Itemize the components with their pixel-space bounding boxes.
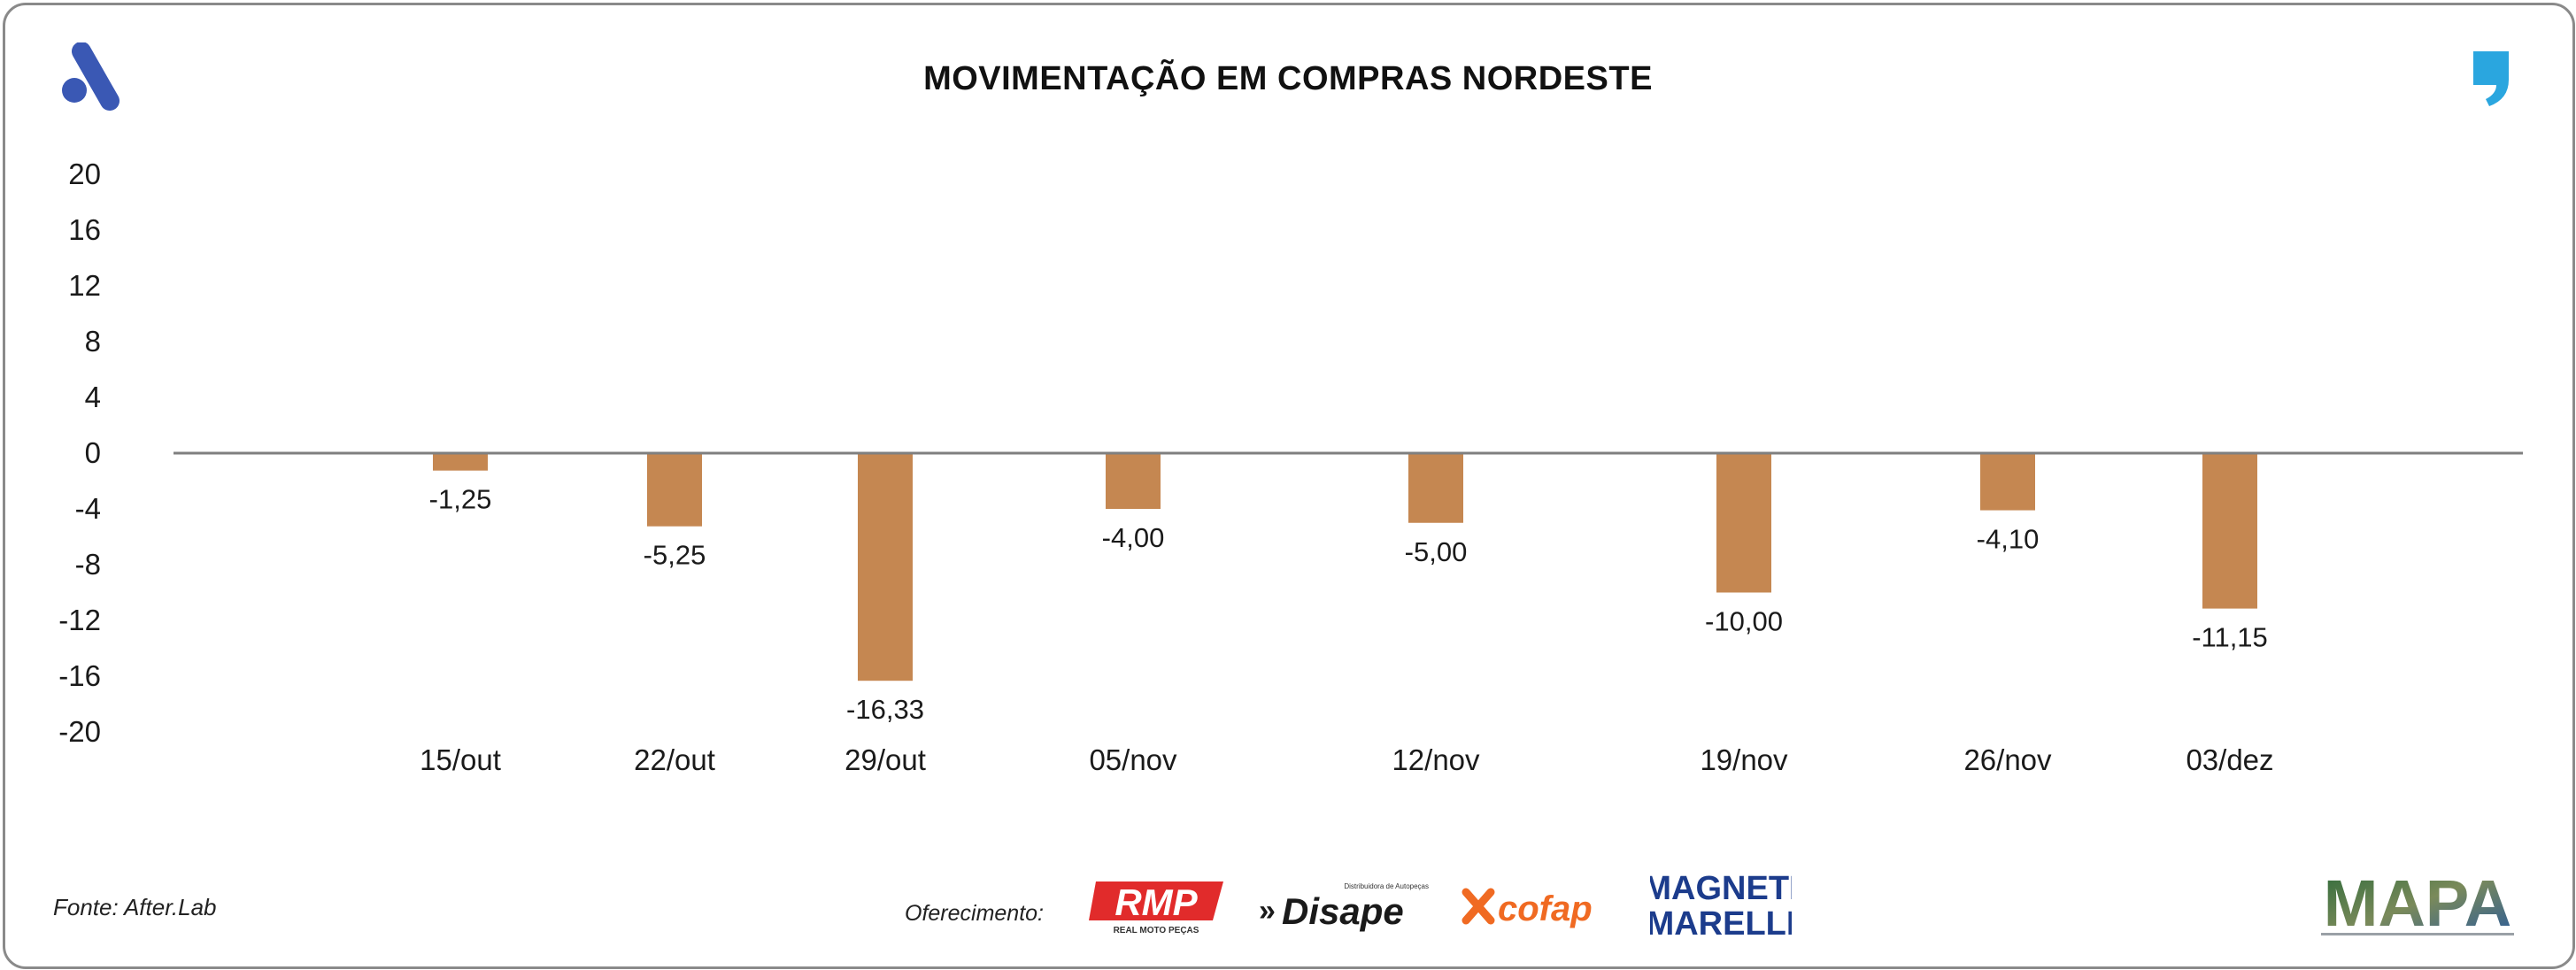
data-label: -4,00 <box>1102 522 1165 553</box>
bar <box>433 453 488 471</box>
sponsor-label: Oferecimento: <box>905 901 1045 926</box>
y-tick-label: 8 <box>85 325 101 358</box>
bar <box>2202 453 2257 609</box>
magneti-marelli-logo: MAGNETI MARELLI <box>1643 864 1798 948</box>
data-label: -16,33 <box>846 694 924 725</box>
bar <box>647 453 702 527</box>
mapa-logo: MAPA <box>2316 866 2519 944</box>
y-tick-label: -12 <box>58 604 101 636</box>
x-tick-label: 03/dez <box>2186 743 2273 776</box>
data-label: -5,00 <box>1405 536 1468 567</box>
data-label: -10,00 <box>1705 606 1783 637</box>
x-tick-label: 05/nov <box>1089 743 1177 776</box>
x-tick-label: 12/nov <box>1392 743 1480 776</box>
disape-logo: Distribuidora de Autopeças » Disape <box>1255 880 1432 941</box>
bar <box>1106 453 1161 509</box>
x-tick-label: 22/out <box>634 743 715 776</box>
y-tick-label: -4 <box>75 492 101 525</box>
bar-chart: 20 16 12 8 4 0 -4 -8 -12 -16 -20 -1,25 -5,25 -16,33 -4… <box>58 158 2523 776</box>
bar <box>1408 453 1463 523</box>
y-tick-label: -16 <box>58 659 101 692</box>
brand-logo-a <box>57 42 127 118</box>
y-tick-label: 12 <box>68 269 101 302</box>
bar <box>858 453 913 681</box>
bar <box>1980 453 2035 511</box>
rmp-logo-subtitle: REAL MOTO PEÇAS <box>1114 926 1199 935</box>
y-tick-label: 20 <box>68 158 101 190</box>
x-tick-label: 29/out <box>845 743 926 776</box>
cofap-logo: cofap <box>1459 883 1636 937</box>
source-note: Fonte: After.Lab <box>53 894 217 920</box>
chart-title: MOVIMENTAÇÃO EM COMPRAS NORDESTE <box>923 60 1653 97</box>
disape-logo-text: Disape <box>1282 890 1404 932</box>
x-tick-label: 15/out <box>420 743 501 776</box>
y-tick-label: 4 <box>85 381 101 413</box>
data-label: -1,25 <box>429 484 492 515</box>
rmp-logo-text: RMP <box>1114 881 1198 923</box>
data-label: -4,10 <box>1977 524 2040 555</box>
mm-logo-line1: MAGNETI <box>1650 870 1792 907</box>
svg-text:»: » <box>1259 894 1276 928</box>
y-tick-label: -20 <box>58 715 101 748</box>
chart-frame <box>3 3 2575 969</box>
disape-logo-subtitle: Distribuidora de Autopeças <box>1344 882 1429 890</box>
cofap-logo-text: cofap <box>1498 889 1593 928</box>
y-tick-label: -8 <box>75 548 101 581</box>
bar <box>1716 453 1771 593</box>
mm-logo-line2: MARELLI <box>1650 905 1792 943</box>
x-tick-label: 19/nov <box>1700 743 1788 776</box>
y-tick-label: 16 <box>68 213 101 246</box>
x-tick-label: 26/nov <box>1963 743 2052 776</box>
mapa-logo-text: MAPA <box>2324 869 2511 940</box>
data-label: -11,15 <box>2192 622 2268 653</box>
quote-comma-icon <box>2470 50 2514 112</box>
y-tick-label: 0 <box>85 436 101 469</box>
data-label: -5,25 <box>644 540 706 571</box>
rmp-logo: RMP REAL MOTO PEÇAS <box>1089 876 1230 943</box>
